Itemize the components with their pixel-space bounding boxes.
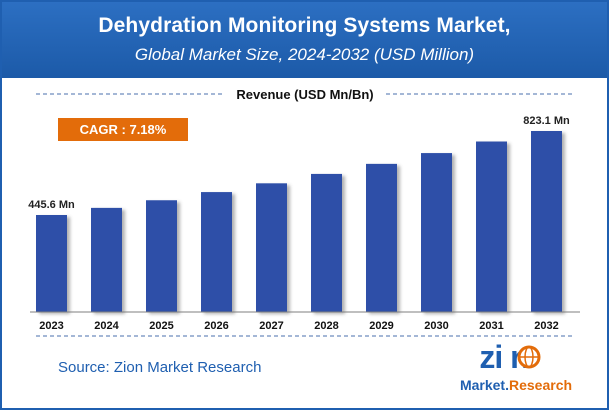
x-tick-label: 2031 (479, 320, 503, 332)
cagr-badge (58, 118, 188, 141)
x-tick-label: 2028 (314, 320, 338, 332)
bar-series (36, 131, 562, 312)
x-tick-label: 2024 (94, 320, 119, 332)
chart-header: Dehydration Monitoring Systems Market, G… (2, 2, 607, 78)
x-tick-label: 2027 (259, 320, 283, 332)
bar-2023 (36, 215, 67, 312)
x-tick-label: 2030 (424, 320, 448, 332)
source-note: Source: Zion Market Research (58, 359, 262, 376)
bar-2026 (201, 192, 232, 312)
x-axis-ticks: 2023 2024 2025 2026 2027 2028 2029 2030 2031 2032 (39, 320, 558, 332)
bar-2029 (366, 163, 397, 312)
bar-2030 (421, 153, 452, 312)
bar-2027 (256, 183, 287, 312)
zion-logo: zi n Market.Research (460, 339, 572, 393)
x-tick-label: 2029 (369, 320, 393, 332)
data-label: 823.1 Mn (523, 115, 570, 127)
logo-subtext: Market.Research (460, 377, 572, 393)
bar-2025 (146, 200, 177, 312)
x-tick-label: 2032 (534, 320, 558, 332)
cagr-label: CAGR : 7.18% (80, 122, 167, 137)
y-axis-label: Revenue (USD Mn/Bn) (236, 87, 373, 102)
chart-title: Dehydration Monitoring Systems Market, (98, 14, 511, 37)
chart-subtitle: Global Market Size, 2024-2032 (USD Milli… (134, 45, 475, 64)
data-label: 445.6 Mn (28, 199, 75, 211)
data-labels: 445.6 Mn 823.1 Mn (28, 115, 570, 211)
x-tick-label: 2025 (149, 320, 173, 332)
bar-2031 (476, 141, 507, 312)
bar-2024 (91, 207, 122, 312)
bar-2028 (311, 173, 342, 312)
x-tick-label: 2026 (204, 320, 228, 332)
bar-2032 (531, 131, 562, 312)
x-tick-label: 2023 (39, 320, 63, 332)
